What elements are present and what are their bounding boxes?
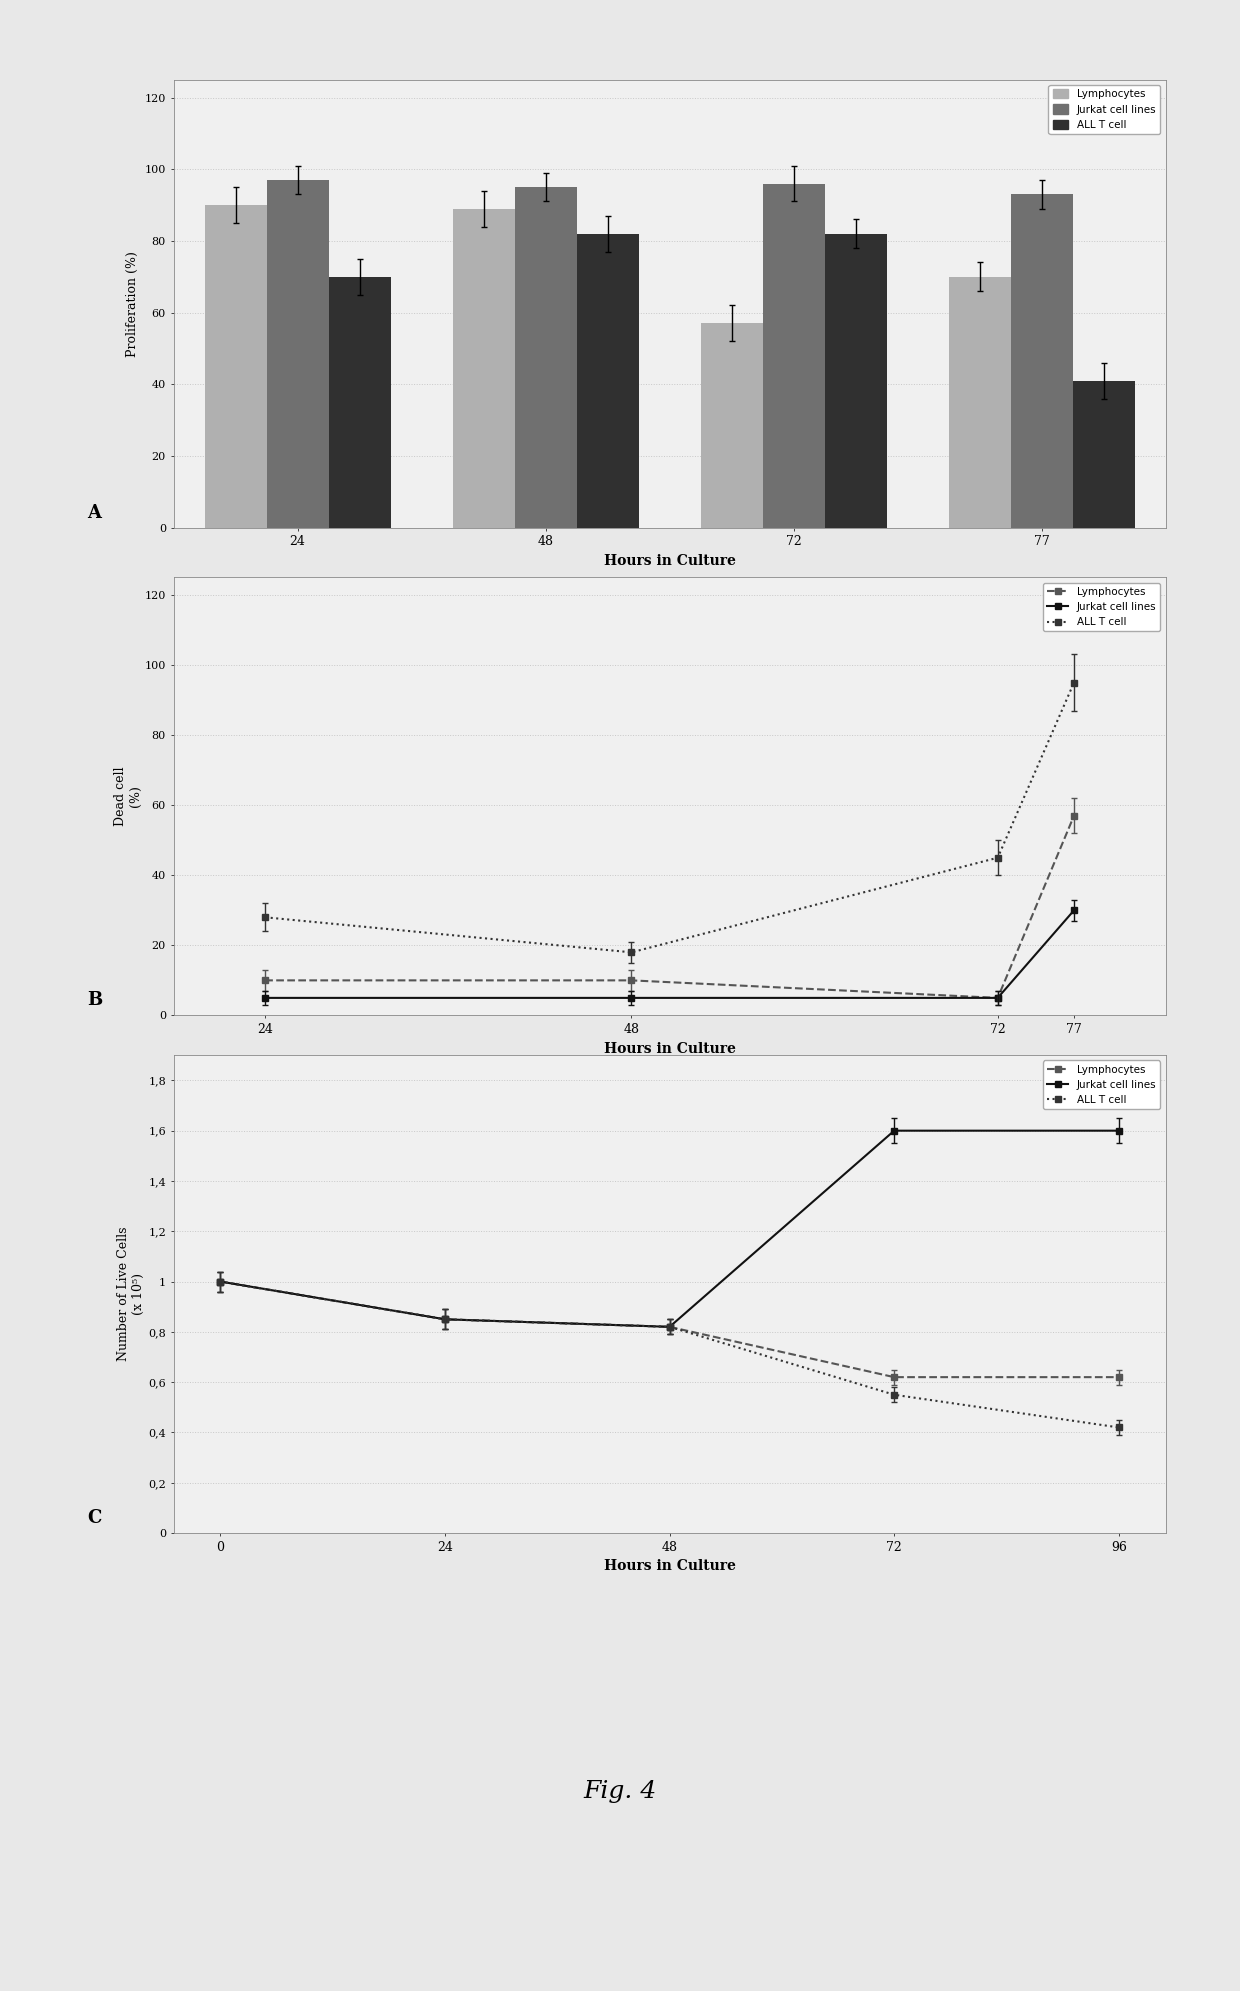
Legend: Lymphocytes, Jurkat cell lines, ALL T cell: Lymphocytes, Jurkat cell lines, ALL T ce… xyxy=(1043,1061,1161,1109)
Bar xyxy=(453,209,515,528)
Lymphocytes xyxy=(438,1308,453,1332)
Lymphocytes xyxy=(213,1270,228,1294)
Jurkat cell lines xyxy=(1066,898,1081,922)
X-axis label: Hours in Culture: Hours in Culture xyxy=(604,1559,735,1573)
Bar xyxy=(267,179,329,528)
Line: Jurkat cell lines: Jurkat cell lines xyxy=(263,908,1076,1001)
ALL T cell xyxy=(1111,1416,1126,1439)
Jurkat cell lines xyxy=(1111,1119,1126,1143)
Bar xyxy=(205,205,267,528)
Jurkat cell lines xyxy=(662,1314,677,1338)
Bar xyxy=(329,277,391,528)
ALL T cell xyxy=(624,940,639,964)
Jurkat cell lines xyxy=(624,986,639,1009)
Bar xyxy=(1011,195,1073,528)
Bar xyxy=(949,277,1011,528)
ALL T cell xyxy=(438,1308,453,1332)
Jurkat cell lines xyxy=(258,986,273,1009)
Jurkat cell lines xyxy=(991,986,1006,1009)
ALL T cell xyxy=(887,1384,901,1408)
ALL T cell xyxy=(258,906,273,930)
Lymphocytes xyxy=(624,968,639,992)
Y-axis label: Number of Live Cells
(x 10⁵): Number of Live Cells (x 10⁵) xyxy=(118,1226,145,1362)
Line: Jurkat cell lines: Jurkat cell lines xyxy=(217,1127,1122,1330)
ALL T cell xyxy=(662,1314,677,1338)
Lymphocytes xyxy=(1066,804,1081,828)
ALL T cell xyxy=(991,846,1006,870)
X-axis label: Hours in Culture: Hours in Culture xyxy=(604,1041,735,1055)
Bar xyxy=(701,323,763,528)
Bar xyxy=(577,233,639,528)
Line: ALL T cell: ALL T cell xyxy=(263,679,1076,956)
Lymphocytes xyxy=(887,1366,901,1390)
Text: B: B xyxy=(87,992,102,1009)
Y-axis label: Proliferation (%): Proliferation (%) xyxy=(126,251,139,356)
Bar xyxy=(763,183,825,528)
Jurkat cell lines xyxy=(887,1119,901,1143)
Lymphocytes xyxy=(258,968,273,992)
Bar xyxy=(1073,380,1135,528)
Text: C: C xyxy=(87,1509,102,1527)
Text: A: A xyxy=(87,504,100,522)
Bar xyxy=(825,233,887,528)
ALL T cell xyxy=(1066,671,1081,695)
Lymphocytes xyxy=(991,986,1006,1009)
Jurkat cell lines xyxy=(438,1308,453,1332)
X-axis label: Hours in Culture: Hours in Culture xyxy=(604,553,735,567)
Line: Lymphocytes: Lymphocytes xyxy=(263,812,1076,1001)
Bar xyxy=(515,187,577,528)
Line: Lymphocytes: Lymphocytes xyxy=(217,1278,1122,1380)
Lymphocytes xyxy=(1111,1366,1126,1390)
Jurkat cell lines xyxy=(213,1270,228,1294)
Y-axis label: Dead cell
(%): Dead cell (%) xyxy=(114,767,141,826)
ALL T cell xyxy=(213,1270,228,1294)
Legend: Lymphocytes, Jurkat cell lines, ALL T cell: Lymphocytes, Jurkat cell lines, ALL T ce… xyxy=(1049,86,1161,133)
Lymphocytes xyxy=(662,1314,677,1338)
Legend: Lymphocytes, Jurkat cell lines, ALL T cell: Lymphocytes, Jurkat cell lines, ALL T ce… xyxy=(1043,583,1161,631)
Line: ALL T cell: ALL T cell xyxy=(217,1278,1122,1430)
Text: Fig. 4: Fig. 4 xyxy=(583,1780,657,1804)
